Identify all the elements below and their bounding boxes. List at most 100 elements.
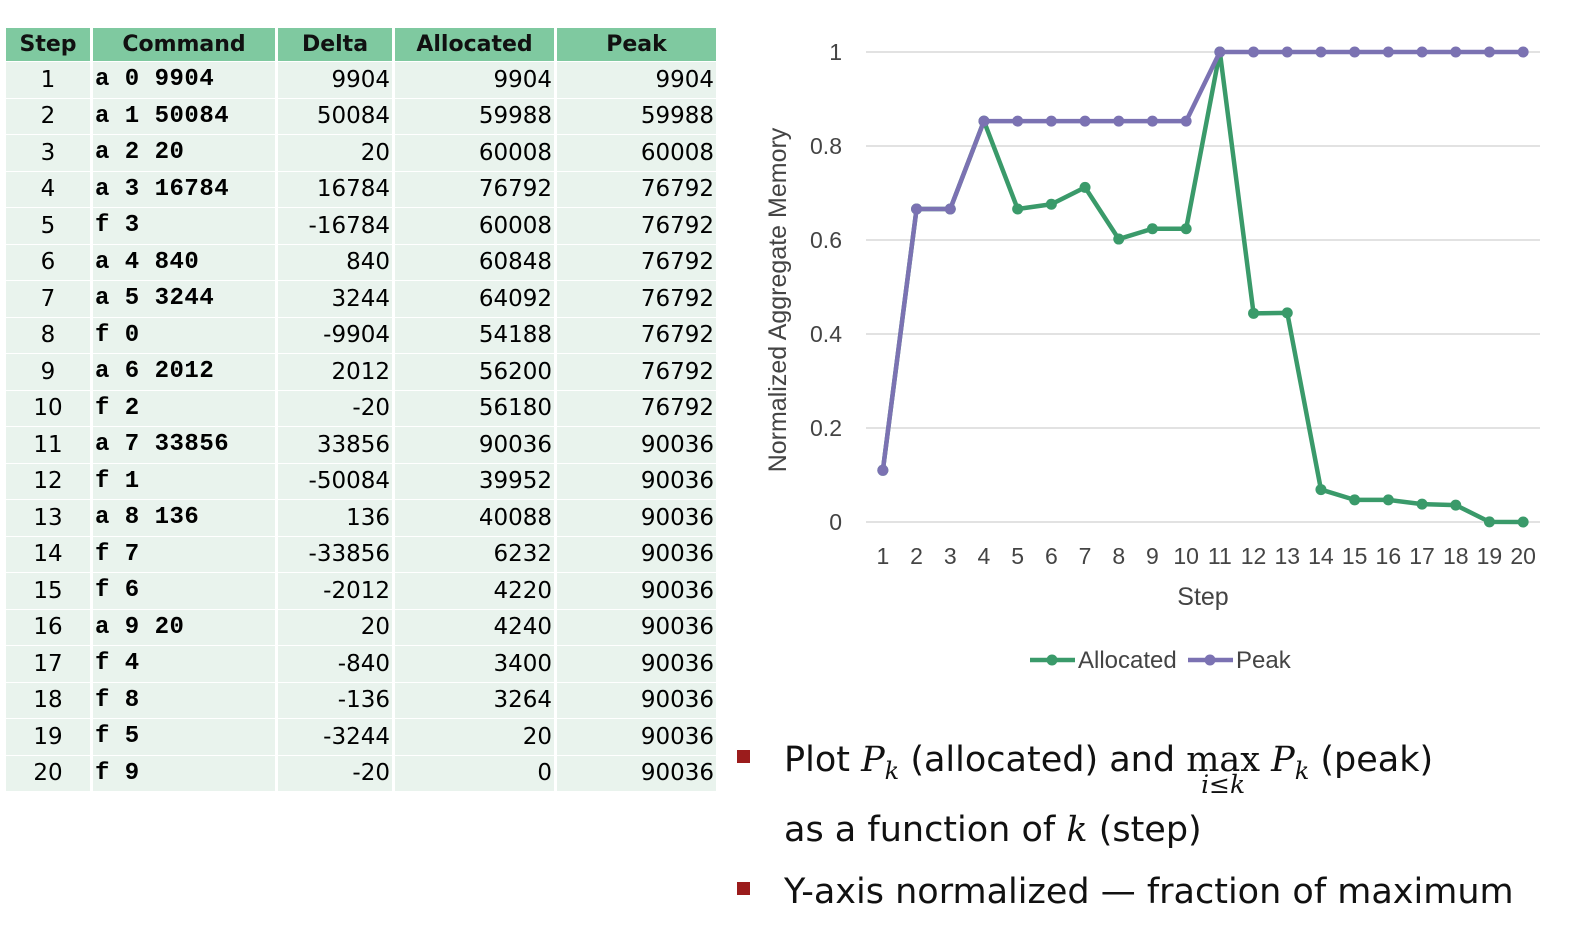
- peak-cell: 60008: [557, 134, 716, 171]
- bullet-2-suffix: (step): [1087, 810, 1202, 850]
- header-step: Step: [6, 28, 93, 61]
- delta-cell: -9904: [278, 316, 395, 353]
- allocated-cell: 56180: [395, 389, 557, 426]
- math-k: k: [1066, 810, 1088, 850]
- delta-cell: 840: [278, 243, 395, 280]
- chart-legend: Allocated Peak: [1030, 647, 1292, 674]
- allocated-cell: 60008: [395, 207, 557, 244]
- data-point-allocated: [1045, 198, 1057, 210]
- step-cell: 7: [6, 280, 93, 317]
- header-delta: Delta: [278, 28, 395, 61]
- peak-cell: 90036: [557, 535, 716, 572]
- x-tick-label: 1: [876, 543, 889, 569]
- step-cell: 17: [6, 645, 93, 682]
- data-point-allocated: [1450, 499, 1462, 511]
- command-cell: f 1: [93, 462, 278, 499]
- math-max-subscript: i≤k: [1201, 770, 1246, 799]
- delta-cell: 20: [278, 608, 395, 645]
- step-cell: 8: [6, 316, 93, 353]
- allocated-cell: 59988: [395, 97, 557, 134]
- x-tick-label: 9: [1146, 543, 1159, 569]
- command-cell: a 1 50084: [93, 97, 278, 134]
- x-axis-title: Step: [1177, 583, 1228, 611]
- delta-cell: 136: [278, 499, 395, 536]
- command-cell: a 0 9904: [93, 61, 278, 98]
- peak-cell: 76792: [557, 170, 716, 207]
- x-tick-label: 16: [1376, 543, 1402, 569]
- step-cell: 10: [6, 389, 93, 426]
- step-cell: 14: [6, 535, 93, 572]
- data-point-peak: [1281, 46, 1293, 58]
- x-tick-label: 3: [944, 543, 957, 569]
- x-axis-ticks: 1 2 3 4 5 6 7 8 9 10 11 12 13 14 15 16 17 18 19 20: [876, 543, 1535, 569]
- bullet-square-icon: [737, 882, 750, 895]
- y-tick-label: 0.4: [810, 321, 842, 347]
- peak-cell: 9904: [557, 61, 716, 98]
- allocated-cell: 60848: [395, 243, 557, 280]
- series-peak: [877, 46, 1529, 476]
- peak-cell: 90036: [557, 499, 716, 536]
- delta-cell: -20: [278, 754, 395, 791]
- data-point-allocated: [1349, 494, 1361, 506]
- delta-cell: 2012: [278, 353, 395, 390]
- allocated-cell: 64092: [395, 280, 557, 317]
- command-cell: a 7 33856: [93, 426, 278, 463]
- data-point-allocated: [1517, 516, 1529, 528]
- bullet-3-text: Y-axis normalized — fraction of maximum: [784, 872, 1514, 912]
- command-cell: f 8: [93, 681, 278, 718]
- data-point-allocated: [1146, 223, 1158, 235]
- bullet-1-suffix: (peak): [1309, 740, 1434, 780]
- data-point-peak: [1483, 46, 1495, 58]
- peak-cell: 90036: [557, 462, 716, 499]
- allocated-cell: 0: [395, 754, 557, 791]
- data-point-allocated: [1416, 498, 1428, 510]
- y-tick-label: 0.8: [810, 133, 842, 159]
- table-row: 13 a 8 136 136 40088 90036: [6, 499, 716, 536]
- command-cell: f 9: [93, 754, 278, 791]
- x-tick-label: 18: [1443, 543, 1469, 569]
- data-point-peak: [1113, 115, 1125, 127]
- delta-cell: 3244: [278, 280, 395, 317]
- allocated-cell: 3400: [395, 645, 557, 682]
- data-point-allocated: [1113, 233, 1125, 245]
- data-point-peak: [1045, 115, 1057, 127]
- table-row: 15 f 6 -2012 4220 90036: [6, 572, 716, 609]
- peak-cell: 90036: [557, 426, 716, 463]
- x-tick-label: 7: [1079, 543, 1092, 569]
- command-cell: f 0: [93, 316, 278, 353]
- command-cell: a 6 2012: [93, 353, 278, 390]
- step-cell: 6: [6, 243, 93, 280]
- step-cell: 5: [6, 207, 93, 244]
- peak-cell: 90036: [557, 718, 716, 755]
- allocated-cell: 4220: [395, 572, 557, 609]
- data-point-peak: [1416, 46, 1428, 58]
- x-tick-label: 20: [1510, 543, 1536, 569]
- x-tick-label: 8: [1112, 543, 1125, 569]
- x-tick-label: 13: [1274, 543, 1300, 569]
- command-cell: a 3 16784: [93, 170, 278, 207]
- command-cell: f 7: [93, 535, 278, 572]
- allocated-cell: 9904: [395, 61, 557, 98]
- x-tick-label: 5: [1011, 543, 1024, 569]
- allocated-cell: 76792: [395, 170, 557, 207]
- command-cell: f 2: [93, 389, 278, 426]
- data-point-allocated: [1382, 494, 1394, 506]
- delta-cell: -840: [278, 645, 395, 682]
- peak-cell: 90036: [557, 608, 716, 645]
- step-cell: 9: [6, 353, 93, 390]
- x-tick-label: 15: [1342, 543, 1368, 569]
- data-point-allocated: [1180, 223, 1192, 235]
- bullet-2-prefix: as a function of: [784, 810, 1067, 850]
- peak-cell: 76792: [557, 280, 716, 317]
- y-axis-ticks: 0 0.2 0.4 0.6 0.8 1: [810, 39, 842, 535]
- data-point-peak: [1315, 46, 1327, 58]
- math-p: P: [861, 740, 885, 780]
- step-cell: 16: [6, 608, 93, 645]
- allocated-cell: 3264: [395, 681, 557, 718]
- allocated-cell: 4240: [395, 608, 557, 645]
- allocated-cell: 56200: [395, 353, 557, 390]
